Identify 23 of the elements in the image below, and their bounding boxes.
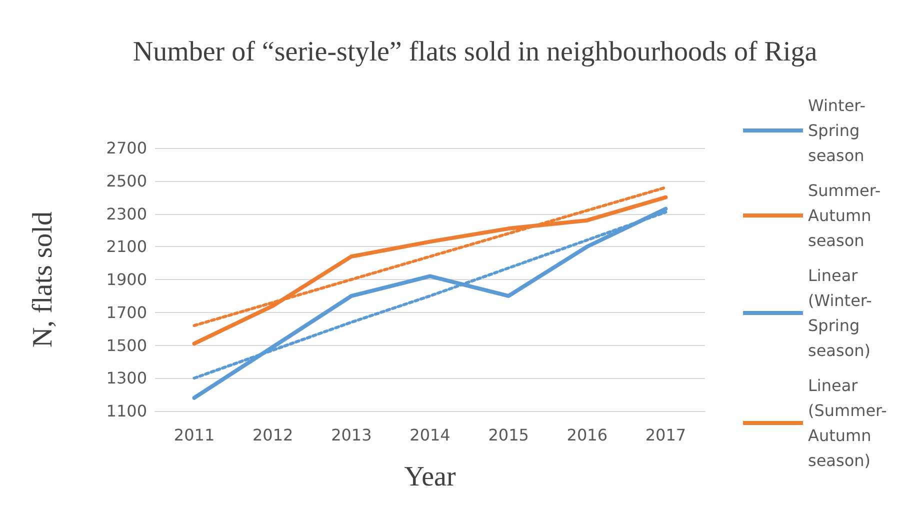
- y-tick-label: 1700: [106, 302, 147, 322]
- y-tick-label: 1900: [106, 270, 147, 289]
- legend-label: Linear (Winter-Spring season): [808, 266, 872, 360]
- x-tick-label: 2017: [645, 426, 686, 444]
- legend-label: Linear (Summer-Autumn season): [808, 376, 887, 470]
- y-tick-label: 2500: [106, 171, 147, 190]
- legend-label: Winter-Spring season: [808, 96, 866, 165]
- y-tick-label: 1500: [106, 336, 147, 355]
- x-tick-label: 2013: [331, 426, 372, 444]
- y-axis-title: N, flats sold: [28, 211, 58, 348]
- legend-label: Summer-Autumn season: [808, 181, 881, 250]
- x-axis-title: Year: [404, 462, 456, 492]
- x-tick-label: 2016: [566, 426, 608, 444]
- x-tick-label: 2012: [252, 426, 294, 444]
- y-tick-label: 1300: [106, 368, 147, 388]
- y-tick-label: 2100: [106, 237, 147, 256]
- x-tick-label: 2011: [174, 426, 215, 444]
- chart-title: Number of “serie-style” flats sold in neighbourhoods of Riga: [132, 36, 818, 68]
- x-tick-label: 2014: [410, 426, 450, 444]
- y-tick-label: 2700: [106, 138, 147, 158]
- x-tick-label: 2015: [488, 426, 529, 444]
- y-tick-label: 1100: [106, 402, 147, 420]
- y-tick-label: 2300: [106, 204, 147, 224]
